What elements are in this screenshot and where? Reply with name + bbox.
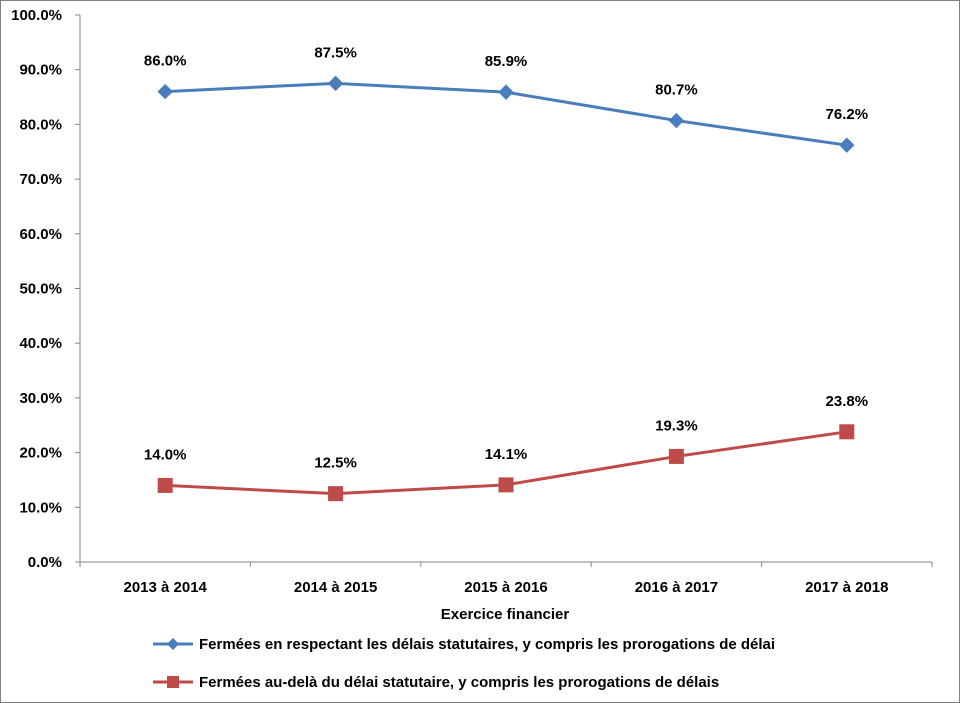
data-point-marker	[327, 75, 344, 92]
data-point-marker	[668, 112, 685, 129]
y-tick-label: 50.0%	[19, 281, 62, 298]
data-point-marker	[328, 486, 344, 502]
y-tick-label: 20.0%	[19, 445, 62, 462]
data-point-marker	[498, 84, 514, 100]
y-tick-label: 100.0%	[11, 7, 62, 24]
data-label: 85.9%	[485, 53, 528, 70]
legend-item-1: Fermées en respectant les délais statuta…	[153, 636, 775, 653]
data-point-marker	[668, 448, 684, 464]
data-label: 19.3%	[655, 417, 698, 434]
data-label: 86.0%	[144, 53, 187, 70]
y-axis-ticks: 0.0% 10.0% 20.0% 30.0% 40.0% 50.0% 60.0% 70.0% 8…	[11, 7, 80, 571]
legend-label: Fermées au-delà du délai statutaire, y c…	[199, 674, 719, 691]
data-point-marker	[498, 477, 514, 493]
x-tick-label: 2013 à 2014	[123, 579, 207, 596]
y-tick-label: 70.0%	[19, 171, 62, 188]
data-label: 80.7%	[655, 82, 698, 99]
legend-marker	[167, 676, 179, 688]
legend-item-2: Fermées au-delà du délai statutaire, y c…	[153, 674, 719, 691]
y-tick-label: 60.0%	[19, 226, 62, 243]
data-point-marker	[157, 477, 173, 493]
legend-marker	[167, 638, 179, 650]
legend-label: Fermées en respectant les délais statuta…	[199, 636, 775, 653]
data-label: 87.5%	[314, 44, 357, 61]
y-tick-label: 10.0%	[19, 499, 62, 516]
x-axis-ticks: 2013 à 2014 2014 à 2015 2015 à 2016 2016 à …	[79, 562, 933, 596]
data-label: 12.5%	[314, 455, 357, 472]
y-tick-label: 0.0%	[28, 554, 62, 571]
data-label: 23.8%	[826, 393, 869, 410]
data-point-marker	[839, 137, 855, 153]
data-point-marker	[157, 83, 173, 100]
x-axis-title: Exercice financier	[441, 606, 570, 623]
y-tick-label: 80.0%	[19, 116, 62, 133]
data-label: 14.1%	[485, 446, 528, 463]
x-tick-label: 2017 à 2018	[805, 579, 888, 596]
legend: Fermées en respectant les délais statuta…	[153, 636, 775, 691]
data-label: 14.0%	[144, 446, 187, 463]
data-point-marker	[839, 424, 855, 440]
series-1: 86.0% 87.5% 85.9% 80.7% 76.2%	[144, 44, 869, 153]
y-tick-label: 30.0%	[19, 390, 62, 407]
y-tick-label: 90.0%	[19, 62, 62, 79]
y-tick-label: 40.0%	[19, 335, 62, 352]
series-2: 14.0% 12.5% 14.1% 19.3% 23.8%	[144, 393, 869, 502]
data-label: 76.2%	[826, 106, 869, 123]
x-tick-label: 2016 à 2017	[635, 579, 718, 596]
x-tick-label: 2015 à 2016	[464, 579, 547, 596]
x-tick-label: 2014 à 2015	[294, 579, 377, 596]
series-layer: 86.0% 87.5% 85.9% 80.7% 76.2% 14.0% 12.5% 14.1%…	[144, 44, 869, 502]
